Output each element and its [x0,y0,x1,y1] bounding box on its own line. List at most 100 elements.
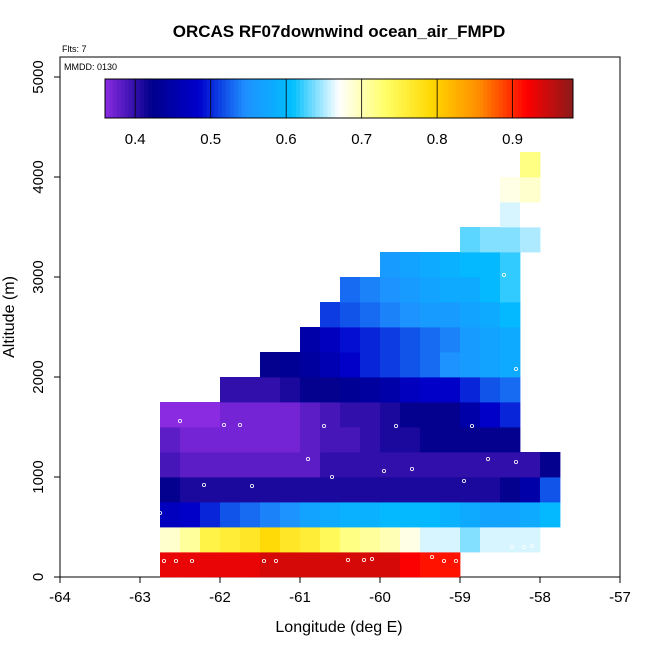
heatmap-cell [480,502,501,528]
heatmap-cell [520,227,541,253]
colorbar-segment [128,79,133,118]
heatmap-cell [260,552,281,578]
heatmap-cell [420,552,441,578]
heatmap-cell [460,327,481,353]
heatmap-cell [520,502,541,528]
heatmap-cell [280,402,301,428]
heatmap-cell [320,302,341,328]
colorbar-segment [565,79,570,118]
colorbar-segment [393,79,398,118]
sample-point [321,423,326,428]
colorbar-segment [315,79,320,118]
colorbar-tick-label: 0.7 [351,131,372,148]
colorbar-segment [378,79,383,118]
colorbar-segment [557,79,562,118]
colorbar: 0.4 0.5 0.6 0.7 0.8 0.9 [104,78,574,148]
heatmap-cell [180,452,201,478]
heatmap-cell [340,377,361,403]
colorbar-segment [140,79,145,118]
heatmap-cell [500,252,521,278]
colorbar-segment [155,79,161,118]
colorbar-segment [206,79,211,118]
heatmap-cell [320,502,341,528]
sample-point [157,510,162,515]
colorbar-segment [506,79,512,118]
heatmap-cell [400,427,421,453]
heatmap-cell [360,527,381,553]
heatmap-cell [380,377,401,403]
colorbar-segment [553,79,558,118]
heatmap-cell [180,402,201,428]
colorbar-segment [319,79,324,118]
heatmap-cell [400,252,421,278]
colorbar-segment [116,79,122,118]
heatmap-cell [440,302,461,328]
heatmap-cell [400,302,421,328]
sample-point [522,545,527,550]
heatmap-cell [260,527,281,553]
colorbar-segment [452,79,457,118]
colorbar-segment [171,79,176,118]
colorbar-segment [479,79,484,118]
sample-points [157,272,535,564]
heatmap-cell [220,527,241,553]
heatmap-cell [300,352,321,378]
heatmap-cell [380,352,401,378]
heatmap-cell [340,427,361,453]
heatmap-cell [420,377,441,403]
heatmap-cell [340,277,361,303]
heatmap-cell [420,527,441,553]
sample-point [221,422,226,427]
heatmap-cell [480,352,501,378]
heatmap-cell [280,527,301,553]
colorbar-segment [311,79,317,118]
x-tick-label: -62 [209,589,231,606]
colorbar-segment [514,79,519,118]
heatmap-cell [200,502,221,528]
colorbar-segment [108,79,114,118]
colorbar-segment [409,79,414,118]
heatmap-cell [500,352,521,378]
colorbar-segment [335,79,340,118]
heatmap-cell [400,552,421,578]
colorbar-segment [385,79,391,118]
heatmap-cell [380,327,401,353]
heatmap-cell [220,502,241,528]
heatmap-cell [340,527,361,553]
heatmap-cell [360,502,381,528]
colorbar-segment [237,79,242,118]
colorbar-segment [526,79,531,118]
flights-label: Flts: 7 [62,44,87,54]
heatmap-cell [540,502,561,528]
colorbar-segment [245,79,250,118]
colorbar-segment [346,79,352,118]
heatmap-cell [300,552,321,578]
colorbar-segment [339,79,344,118]
heatmap-cell [280,427,301,453]
colorbar-segment [151,79,157,118]
heatmap-cell [260,402,281,428]
heatmap-cell [420,252,441,278]
heatmap-cell [480,377,501,403]
heatmap-cell [360,377,381,403]
colorbar-segment [448,79,453,118]
sample-point [261,559,266,564]
heatmap-cell [400,377,421,403]
heatmap-cell [480,327,501,353]
colorbar-segment [420,79,426,118]
colorbar-segment [502,79,508,118]
colorbar-segment [413,79,418,118]
heatmap-cell [300,452,321,478]
heatmap-cell [440,352,461,378]
heatmap-cell [360,402,381,428]
heatmap-cell [360,302,381,328]
heatmap-cell [180,552,201,578]
heatmap-cell [240,552,261,578]
heatmap-cell [360,352,381,378]
colorbar-segment [194,79,200,118]
colorbar-segment [561,79,566,118]
colorbar-tick-label: 0.6 [276,131,297,148]
heatmap-cell [160,527,181,553]
colorbar-segment [495,79,500,118]
